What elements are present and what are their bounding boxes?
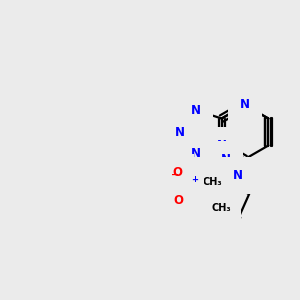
Text: N: N xyxy=(217,139,226,152)
Text: CH₃: CH₃ xyxy=(212,203,232,213)
Text: N: N xyxy=(233,169,243,182)
Text: CH₃: CH₃ xyxy=(203,177,223,187)
Text: N: N xyxy=(191,104,201,117)
Text: N: N xyxy=(183,180,193,193)
Text: O: O xyxy=(172,166,183,179)
Text: −: − xyxy=(171,170,179,180)
Text: N: N xyxy=(175,125,185,139)
Text: O: O xyxy=(173,194,183,207)
Text: N: N xyxy=(191,147,201,160)
Text: +: + xyxy=(192,176,199,184)
Text: N: N xyxy=(240,98,250,112)
Text: N: N xyxy=(221,153,231,166)
